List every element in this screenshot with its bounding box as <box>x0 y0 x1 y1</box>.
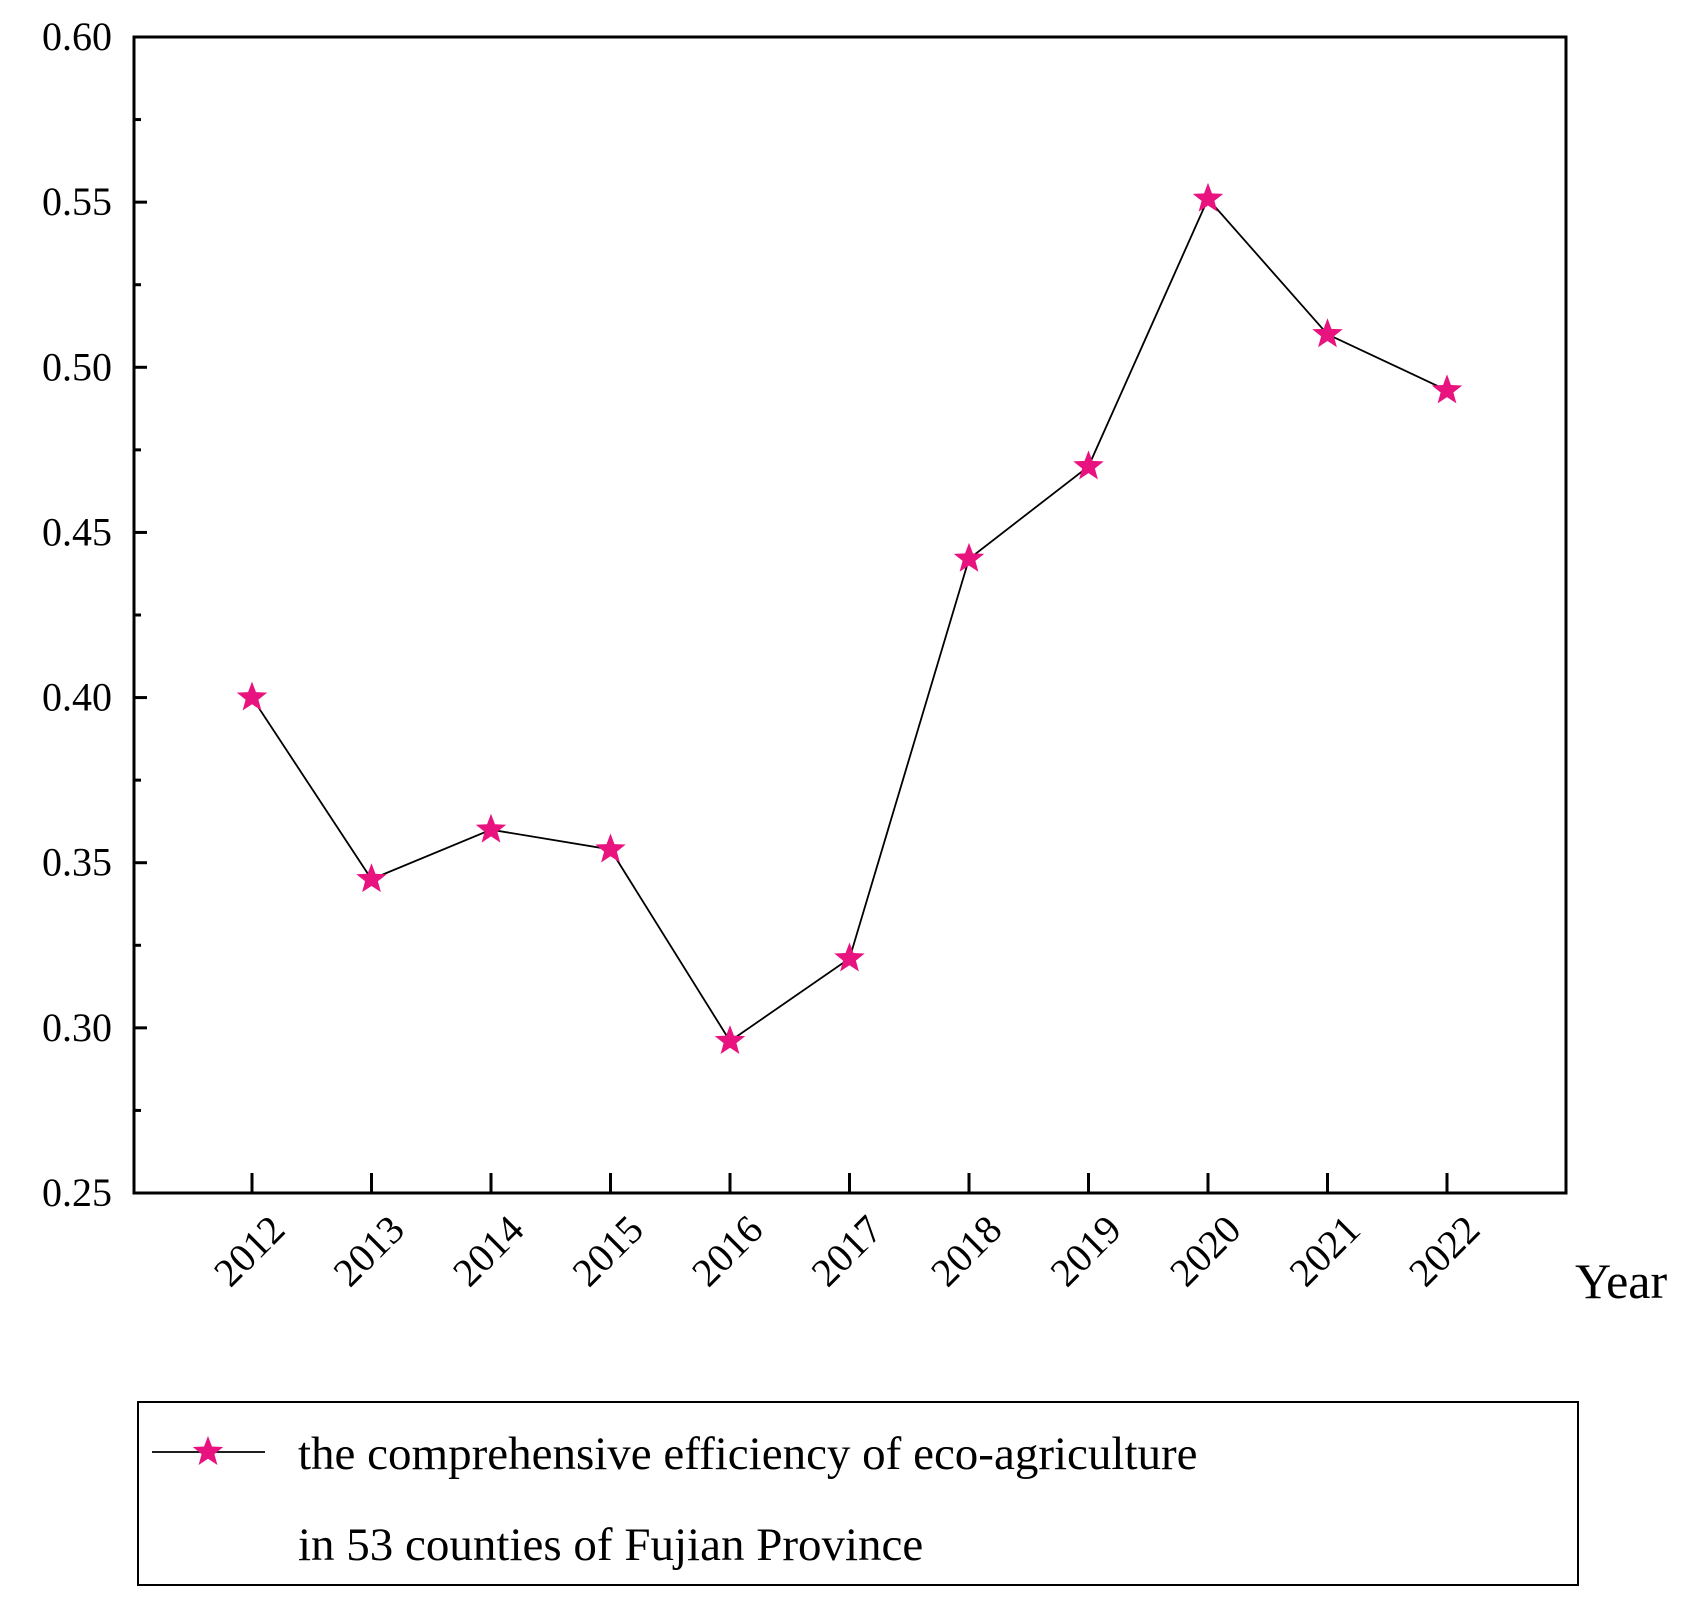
y-tick-label: 0.25 <box>42 1170 112 1215</box>
y-tick-label: 0.60 <box>42 14 112 59</box>
y-tick-label: 0.50 <box>42 344 112 389</box>
legend: the comprehensive efficiency of eco-agri… <box>137 1401 1579 1586</box>
x-tick-label: 2017 <box>802 1207 890 1295</box>
x-axis-title: Year <box>1575 1253 1667 1309</box>
y-axis: 0.25 0.30 0.35 0.40 0.45 0.50 0.55 0.60 <box>42 14 147 1215</box>
x-tick-label: 2012 <box>205 1207 293 1295</box>
plot-frame <box>132 35 1568 1195</box>
x-tick-label: 2022 <box>1400 1207 1488 1295</box>
y-tick-label: 0.35 <box>42 840 112 885</box>
y-tick-label: 0.45 <box>42 509 112 554</box>
data-point-star <box>1192 182 1224 212</box>
data-point-star <box>953 542 985 572</box>
legend-label-line-1: the comprehensive efficiency of eco-agri… <box>298 1428 1198 1480</box>
series-polyline <box>251 197 1448 1043</box>
y-tick-label: 0.55 <box>42 179 112 224</box>
legend-star-marker <box>192 1436 224 1465</box>
series-line <box>251 197 1448 1043</box>
x-tick-label: 2018 <box>922 1207 1010 1295</box>
y-tick-label: 0.30 <box>42 1005 112 1050</box>
data-point-star <box>1312 318 1343 348</box>
data-point-star <box>1073 450 1104 480</box>
legend-box <box>137 1401 1579 1586</box>
x-tick-label: 2016 <box>683 1207 771 1295</box>
legend-label-line-2: in 53 counties of Fujian Province <box>298 1519 923 1571</box>
data-point-star <box>1431 374 1463 404</box>
x-tick-label: 2020 <box>1161 1207 1249 1295</box>
x-tick-label: 2015 <box>563 1207 651 1295</box>
data-point-star <box>356 863 387 893</box>
data-point-star <box>236 681 268 711</box>
data-point-star <box>595 833 626 863</box>
y-tick-label: 0.40 <box>42 675 112 720</box>
x-tick-label: 2021 <box>1280 1207 1368 1295</box>
x-tick-label: 2019 <box>1041 1207 1129 1295</box>
data-point-star <box>475 813 507 843</box>
x-tick-label: 2014 <box>444 1207 532 1295</box>
data-point-star <box>714 1025 746 1055</box>
x-axis: 2012 2013 2014 2015 2016 2017 2018 2019 2020 2021… <box>205 1173 1488 1295</box>
series-markers <box>236 182 1463 1055</box>
data-point-star <box>834 942 865 972</box>
x-tick-label: 2013 <box>324 1207 412 1295</box>
